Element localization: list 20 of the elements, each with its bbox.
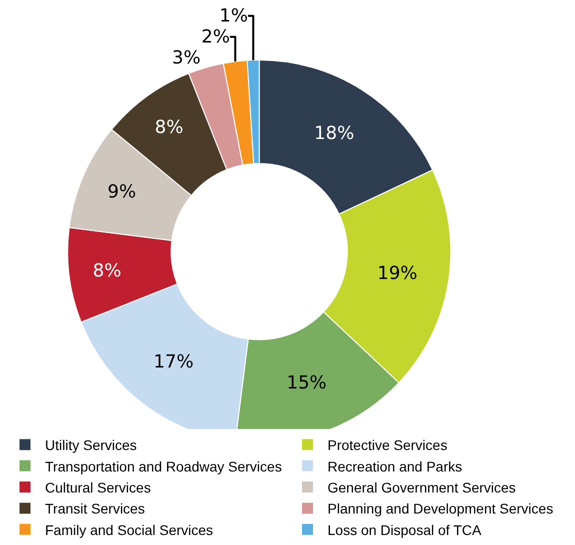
- data-label: 8%: [92, 260, 122, 282]
- data-label: 17%: [154, 352, 194, 373]
- legend-label: Protective Services: [328, 437, 448, 454]
- legend-label: General Government Services: [328, 479, 516, 496]
- legend-label: Planning and Development Services: [328, 500, 554, 517]
- data-label: 1%: [219, 5, 248, 26]
- legend-label: Cultural Services: [45, 479, 151, 496]
- data-label: 18%: [314, 122, 354, 144]
- legend-label: Recreation and Parks: [328, 458, 462, 474]
- data-label: 19%: [377, 262, 418, 284]
- data-label: 3%: [172, 47, 201, 68]
- data-label: 2%: [201, 26, 230, 48]
- data-label: 8%: [154, 116, 184, 138]
- legend-label: Family and Social Services: [45, 522, 214, 538]
- legend-label: Transportation and Roadway Services: [45, 458, 282, 474]
- data-label: 9%: [108, 182, 136, 203]
- legend-label: Utility Services: [45, 437, 137, 454]
- data-label: 15%: [286, 372, 327, 394]
- legend-label: Loss on Disposal of TCA: [328, 522, 482, 538]
- legend-label: Transit Services: [45, 500, 145, 517]
